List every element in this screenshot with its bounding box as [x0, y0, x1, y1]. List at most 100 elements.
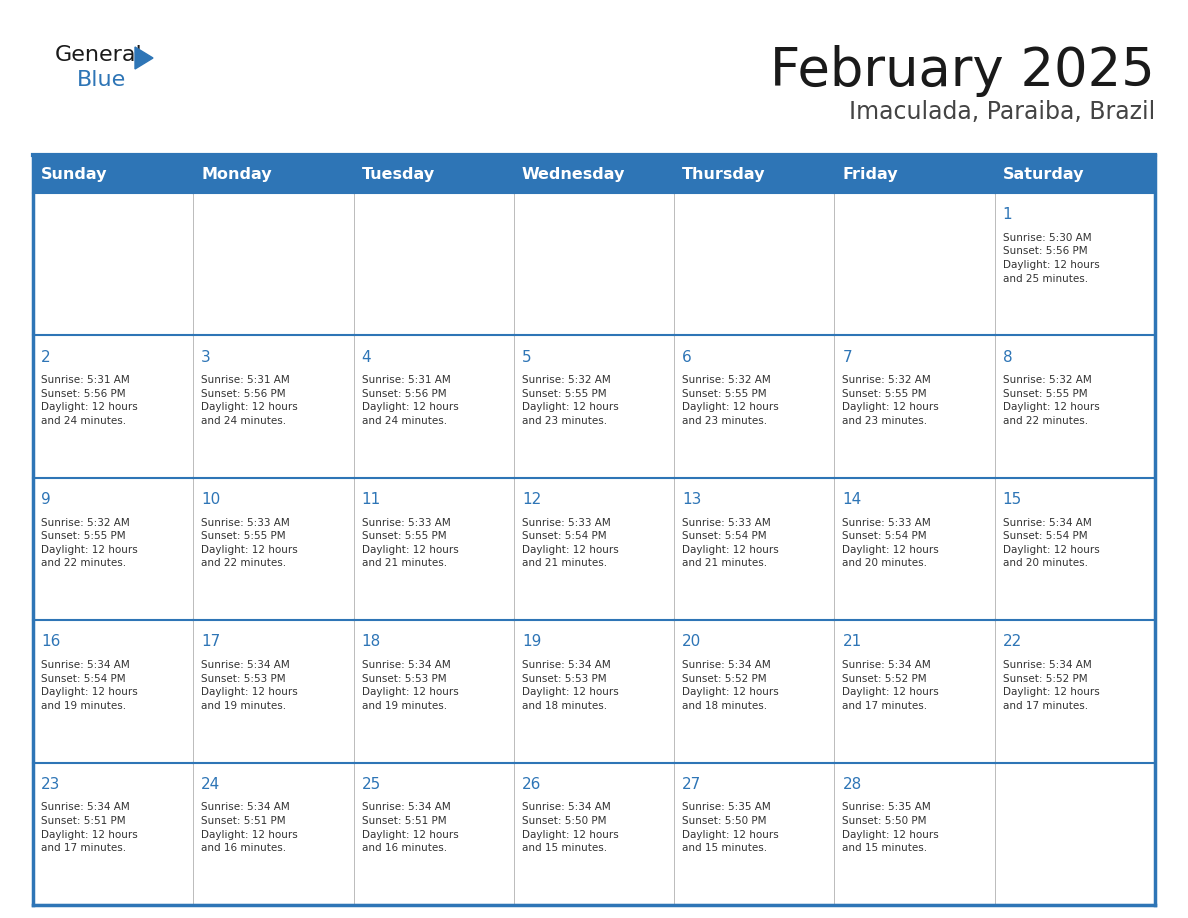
- Bar: [354, 621, 514, 763]
- Text: Sunrise: 5:34 AM
Sunset: 5:52 PM
Daylight: 12 hours
and 17 minutes.: Sunrise: 5:34 AM Sunset: 5:52 PM Dayligh…: [1003, 660, 1099, 711]
- Text: Tuesday: Tuesday: [361, 166, 435, 182]
- Text: Sunrise: 5:34 AM
Sunset: 5:54 PM
Daylight: 12 hours
and 19 minutes.: Sunrise: 5:34 AM Sunset: 5:54 PM Dayligh…: [42, 660, 138, 711]
- Bar: [194, 335, 354, 477]
- Bar: [33, 155, 194, 193]
- Text: 26: 26: [522, 777, 542, 792]
- Text: 28: 28: [842, 777, 861, 792]
- Bar: [674, 335, 834, 477]
- Text: 24: 24: [201, 777, 221, 792]
- Text: 4: 4: [361, 350, 371, 364]
- Text: Sunrise: 5:34 AM
Sunset: 5:53 PM
Daylight: 12 hours
and 18 minutes.: Sunrise: 5:34 AM Sunset: 5:53 PM Dayligh…: [522, 660, 619, 711]
- Bar: [674, 763, 834, 905]
- Bar: [33, 477, 194, 621]
- Bar: [994, 155, 1155, 193]
- Text: Sunrise: 5:32 AM
Sunset: 5:55 PM
Daylight: 12 hours
and 22 minutes.: Sunrise: 5:32 AM Sunset: 5:55 PM Dayligh…: [42, 518, 138, 568]
- Text: Blue: Blue: [77, 70, 126, 90]
- Text: 3: 3: [201, 350, 211, 364]
- Bar: [514, 155, 674, 193]
- Bar: [674, 621, 834, 763]
- Bar: [674, 477, 834, 621]
- Text: Sunrise: 5:33 AM
Sunset: 5:54 PM
Daylight: 12 hours
and 20 minutes.: Sunrise: 5:33 AM Sunset: 5:54 PM Dayligh…: [842, 518, 940, 568]
- Bar: [514, 621, 674, 763]
- Text: 6: 6: [682, 350, 691, 364]
- Text: 2: 2: [42, 350, 51, 364]
- Bar: [33, 621, 194, 763]
- Text: Wednesday: Wednesday: [522, 166, 625, 182]
- Text: Sunrise: 5:32 AM
Sunset: 5:55 PM
Daylight: 12 hours
and 23 minutes.: Sunrise: 5:32 AM Sunset: 5:55 PM Dayligh…: [842, 375, 940, 426]
- Text: Sunrise: 5:34 AM
Sunset: 5:50 PM
Daylight: 12 hours
and 15 minutes.: Sunrise: 5:34 AM Sunset: 5:50 PM Dayligh…: [522, 802, 619, 853]
- Bar: [994, 621, 1155, 763]
- Text: Sunrise: 5:33 AM
Sunset: 5:54 PM
Daylight: 12 hours
and 21 minutes.: Sunrise: 5:33 AM Sunset: 5:54 PM Dayligh…: [522, 518, 619, 568]
- Text: 21: 21: [842, 634, 861, 649]
- Text: Sunrise: 5:34 AM
Sunset: 5:54 PM
Daylight: 12 hours
and 20 minutes.: Sunrise: 5:34 AM Sunset: 5:54 PM Dayligh…: [1003, 518, 1099, 568]
- Bar: [834, 477, 994, 621]
- Text: 5: 5: [522, 350, 531, 364]
- Text: Sunrise: 5:31 AM
Sunset: 5:56 PM
Daylight: 12 hours
and 24 minutes.: Sunrise: 5:31 AM Sunset: 5:56 PM Dayligh…: [201, 375, 298, 426]
- Text: 13: 13: [682, 492, 702, 507]
- Text: 7: 7: [842, 350, 852, 364]
- Text: Sunrise: 5:34 AM
Sunset: 5:53 PM
Daylight: 12 hours
and 19 minutes.: Sunrise: 5:34 AM Sunset: 5:53 PM Dayligh…: [361, 660, 459, 711]
- Bar: [514, 763, 674, 905]
- Text: Sunrise: 5:34 AM
Sunset: 5:53 PM
Daylight: 12 hours
and 19 minutes.: Sunrise: 5:34 AM Sunset: 5:53 PM Dayligh…: [201, 660, 298, 711]
- Bar: [354, 477, 514, 621]
- Bar: [674, 193, 834, 335]
- Text: 18: 18: [361, 634, 381, 649]
- Text: 15: 15: [1003, 492, 1022, 507]
- Text: Sunrise: 5:33 AM
Sunset: 5:54 PM
Daylight: 12 hours
and 21 minutes.: Sunrise: 5:33 AM Sunset: 5:54 PM Dayligh…: [682, 518, 779, 568]
- Bar: [994, 335, 1155, 477]
- Text: Sunrise: 5:31 AM
Sunset: 5:56 PM
Daylight: 12 hours
and 24 minutes.: Sunrise: 5:31 AM Sunset: 5:56 PM Dayligh…: [361, 375, 459, 426]
- Bar: [834, 193, 994, 335]
- Bar: [194, 193, 354, 335]
- Text: Sunrise: 5:33 AM
Sunset: 5:55 PM
Daylight: 12 hours
and 21 minutes.: Sunrise: 5:33 AM Sunset: 5:55 PM Dayligh…: [361, 518, 459, 568]
- Bar: [354, 335, 514, 477]
- Text: General: General: [55, 45, 143, 65]
- Bar: [994, 763, 1155, 905]
- Bar: [994, 477, 1155, 621]
- Bar: [194, 621, 354, 763]
- Bar: [354, 193, 514, 335]
- Text: Sunrise: 5:30 AM
Sunset: 5:56 PM
Daylight: 12 hours
and 25 minutes.: Sunrise: 5:30 AM Sunset: 5:56 PM Dayligh…: [1003, 233, 1099, 284]
- Text: 16: 16: [42, 634, 61, 649]
- Text: Sunrise: 5:34 AM
Sunset: 5:51 PM
Daylight: 12 hours
and 17 minutes.: Sunrise: 5:34 AM Sunset: 5:51 PM Dayligh…: [42, 802, 138, 853]
- Bar: [194, 155, 354, 193]
- Text: 25: 25: [361, 777, 381, 792]
- Text: Thursday: Thursday: [682, 166, 765, 182]
- Bar: [994, 193, 1155, 335]
- Text: Sunrise: 5:34 AM
Sunset: 5:51 PM
Daylight: 12 hours
and 16 minutes.: Sunrise: 5:34 AM Sunset: 5:51 PM Dayligh…: [361, 802, 459, 853]
- Text: Sunrise: 5:35 AM
Sunset: 5:50 PM
Daylight: 12 hours
and 15 minutes.: Sunrise: 5:35 AM Sunset: 5:50 PM Dayligh…: [842, 802, 940, 853]
- Text: Sunrise: 5:33 AM
Sunset: 5:55 PM
Daylight: 12 hours
and 22 minutes.: Sunrise: 5:33 AM Sunset: 5:55 PM Dayligh…: [201, 518, 298, 568]
- Bar: [514, 335, 674, 477]
- Bar: [354, 155, 514, 193]
- Bar: [834, 621, 994, 763]
- Text: 9: 9: [42, 492, 51, 507]
- Bar: [33, 763, 194, 905]
- Text: 10: 10: [201, 492, 221, 507]
- Text: Saturday: Saturday: [1003, 166, 1085, 182]
- Text: 20: 20: [682, 634, 701, 649]
- Text: Monday: Monday: [201, 166, 272, 182]
- Text: Sunrise: 5:34 AM
Sunset: 5:51 PM
Daylight: 12 hours
and 16 minutes.: Sunrise: 5:34 AM Sunset: 5:51 PM Dayligh…: [201, 802, 298, 853]
- Text: Sunrise: 5:32 AM
Sunset: 5:55 PM
Daylight: 12 hours
and 23 minutes.: Sunrise: 5:32 AM Sunset: 5:55 PM Dayligh…: [682, 375, 779, 426]
- Polygon shape: [135, 47, 153, 69]
- Bar: [33, 193, 194, 335]
- Text: Sunrise: 5:31 AM
Sunset: 5:56 PM
Daylight: 12 hours
and 24 minutes.: Sunrise: 5:31 AM Sunset: 5:56 PM Dayligh…: [42, 375, 138, 426]
- Bar: [834, 335, 994, 477]
- Bar: [834, 155, 994, 193]
- Text: Sunrise: 5:34 AM
Sunset: 5:52 PM
Daylight: 12 hours
and 17 minutes.: Sunrise: 5:34 AM Sunset: 5:52 PM Dayligh…: [842, 660, 940, 711]
- Text: 14: 14: [842, 492, 861, 507]
- Bar: [834, 763, 994, 905]
- Text: 12: 12: [522, 492, 541, 507]
- Text: Sunrise: 5:35 AM
Sunset: 5:50 PM
Daylight: 12 hours
and 15 minutes.: Sunrise: 5:35 AM Sunset: 5:50 PM Dayligh…: [682, 802, 779, 853]
- Text: 23: 23: [42, 777, 61, 792]
- Bar: [514, 477, 674, 621]
- Text: 8: 8: [1003, 350, 1012, 364]
- Text: 22: 22: [1003, 634, 1022, 649]
- Text: Sunday: Sunday: [42, 166, 108, 182]
- Text: Sunrise: 5:34 AM
Sunset: 5:52 PM
Daylight: 12 hours
and 18 minutes.: Sunrise: 5:34 AM Sunset: 5:52 PM Dayligh…: [682, 660, 779, 711]
- Bar: [33, 335, 194, 477]
- Text: Sunrise: 5:32 AM
Sunset: 5:55 PM
Daylight: 12 hours
and 22 minutes.: Sunrise: 5:32 AM Sunset: 5:55 PM Dayligh…: [1003, 375, 1099, 426]
- Text: 27: 27: [682, 777, 701, 792]
- Bar: [194, 477, 354, 621]
- Text: Friday: Friday: [842, 166, 898, 182]
- Text: 19: 19: [522, 634, 542, 649]
